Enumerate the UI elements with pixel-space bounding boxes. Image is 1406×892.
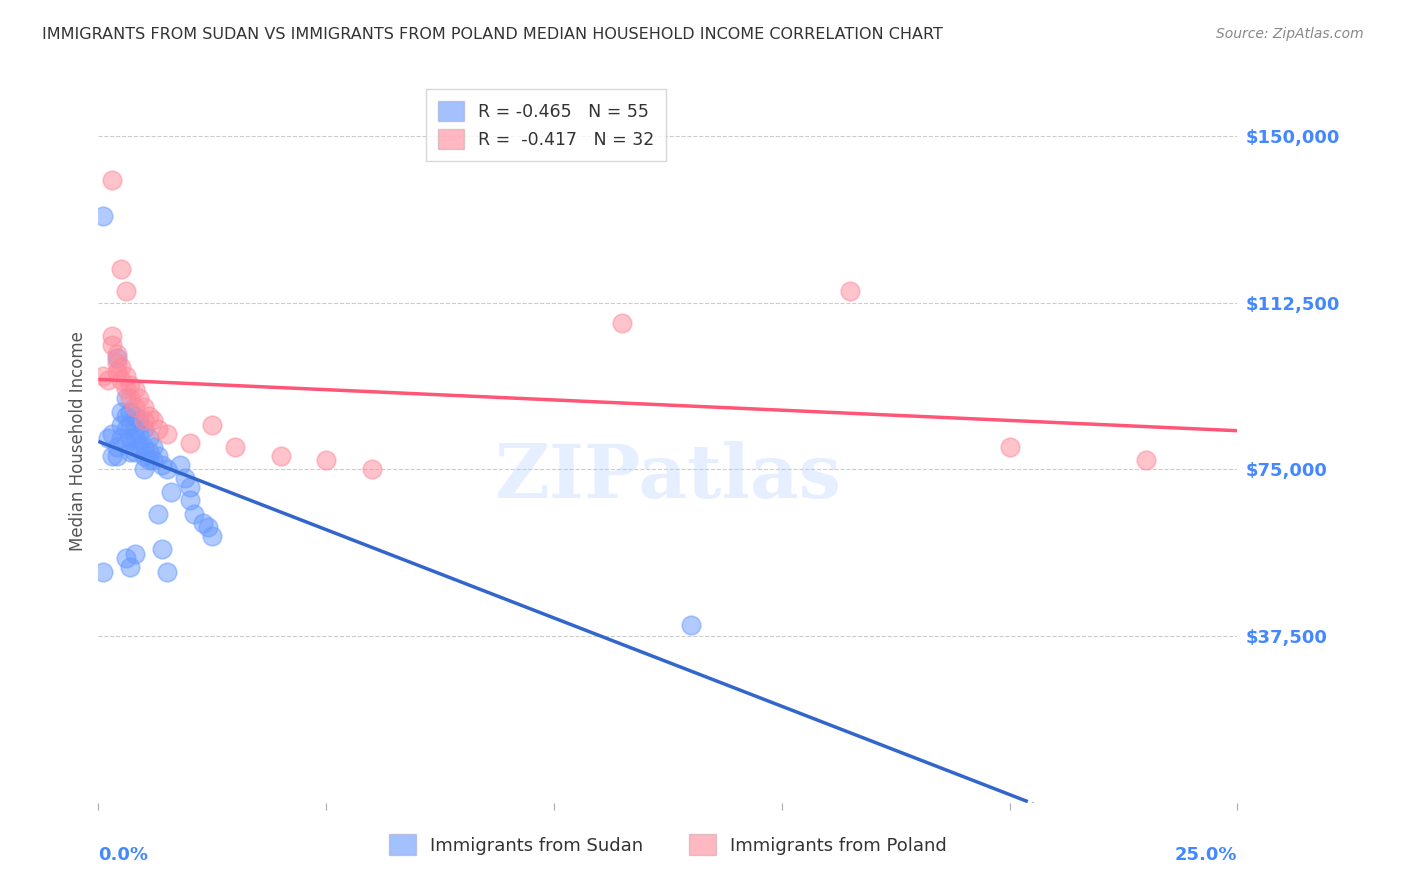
Point — [124, 444, 146, 458]
Point — [114, 422, 136, 436]
Point — [110, 373, 132, 387]
Text: 25.0%: 25.0% — [1175, 847, 1237, 864]
Point — [138, 444, 160, 458]
Point — [174, 471, 197, 485]
Point — [105, 449, 128, 463]
Point — [91, 565, 114, 579]
Point — [156, 426, 179, 441]
Text: IMMIGRANTS FROM SUDAN VS IMMIGRANTS FROM POLAND MEDIAN HOUSEHOLD INCOME CORRELAT: IMMIGRANTS FROM SUDAN VS IMMIGRANTS FROM… — [42, 27, 943, 42]
Point — [138, 453, 160, 467]
Point — [360, 462, 382, 476]
Point — [124, 409, 146, 423]
Point — [128, 440, 150, 454]
Point — [96, 373, 118, 387]
Point — [120, 377, 142, 392]
Point — [150, 542, 173, 557]
Point — [120, 560, 142, 574]
Point — [114, 409, 136, 423]
Text: Source: ZipAtlas.com: Source: ZipAtlas.com — [1216, 27, 1364, 41]
Point — [315, 453, 337, 467]
Point — [193, 516, 215, 530]
Point — [128, 413, 150, 427]
Point — [101, 329, 124, 343]
Point — [156, 565, 179, 579]
Point — [96, 431, 118, 445]
Point — [120, 431, 142, 445]
Point — [110, 360, 132, 375]
Point — [179, 480, 201, 494]
Point — [120, 417, 142, 432]
Point — [110, 431, 132, 445]
Point — [132, 449, 155, 463]
Point — [114, 435, 136, 450]
Legend: Immigrants from Sudan, Immigrants from Poland: Immigrants from Sudan, Immigrants from P… — [378, 823, 957, 866]
Point — [114, 382, 136, 396]
Point — [138, 431, 160, 445]
Point — [114, 391, 136, 405]
Point — [142, 453, 165, 467]
Point — [114, 551, 136, 566]
Point — [197, 520, 219, 534]
Point — [998, 440, 1021, 454]
Point — [138, 409, 160, 423]
Point — [128, 426, 150, 441]
Point — [183, 507, 205, 521]
Point — [132, 462, 155, 476]
Point — [110, 404, 132, 418]
Point — [132, 400, 155, 414]
Point — [132, 413, 155, 427]
Point — [132, 440, 155, 454]
Point — [114, 368, 136, 383]
Point — [124, 400, 146, 414]
Point — [128, 391, 150, 405]
Point — [105, 440, 128, 454]
Point — [110, 262, 132, 277]
Point — [612, 316, 634, 330]
Point — [150, 458, 173, 472]
Point — [105, 351, 128, 366]
Point — [101, 173, 124, 187]
Point — [146, 449, 169, 463]
Point — [105, 356, 128, 370]
Point — [124, 431, 146, 445]
Point — [132, 422, 155, 436]
Point — [105, 364, 128, 378]
Point — [201, 417, 224, 432]
Point — [124, 422, 146, 436]
Point — [124, 547, 146, 561]
Point — [120, 444, 142, 458]
Point — [146, 507, 169, 521]
Point — [169, 458, 191, 472]
Point — [124, 382, 146, 396]
Point — [142, 440, 165, 454]
Point — [156, 462, 179, 476]
Point — [142, 413, 165, 427]
Text: 0.0%: 0.0% — [98, 847, 149, 864]
Point — [1135, 453, 1157, 467]
Text: ZIPatlas: ZIPatlas — [495, 442, 841, 514]
Point — [146, 422, 169, 436]
Point — [110, 417, 132, 432]
Point — [679, 618, 702, 632]
Y-axis label: Median Household Income: Median Household Income — [69, 332, 87, 551]
Point — [179, 435, 201, 450]
Point — [101, 426, 124, 441]
Point — [160, 484, 183, 499]
Point — [120, 404, 142, 418]
Point — [224, 440, 246, 454]
Point — [120, 391, 142, 405]
Point — [101, 449, 124, 463]
Point — [91, 209, 114, 223]
Point — [105, 347, 128, 361]
Point — [201, 529, 224, 543]
Point — [270, 449, 292, 463]
Point — [91, 368, 114, 383]
Point — [839, 285, 862, 299]
Point — [179, 493, 201, 508]
Point — [114, 285, 136, 299]
Point — [101, 338, 124, 352]
